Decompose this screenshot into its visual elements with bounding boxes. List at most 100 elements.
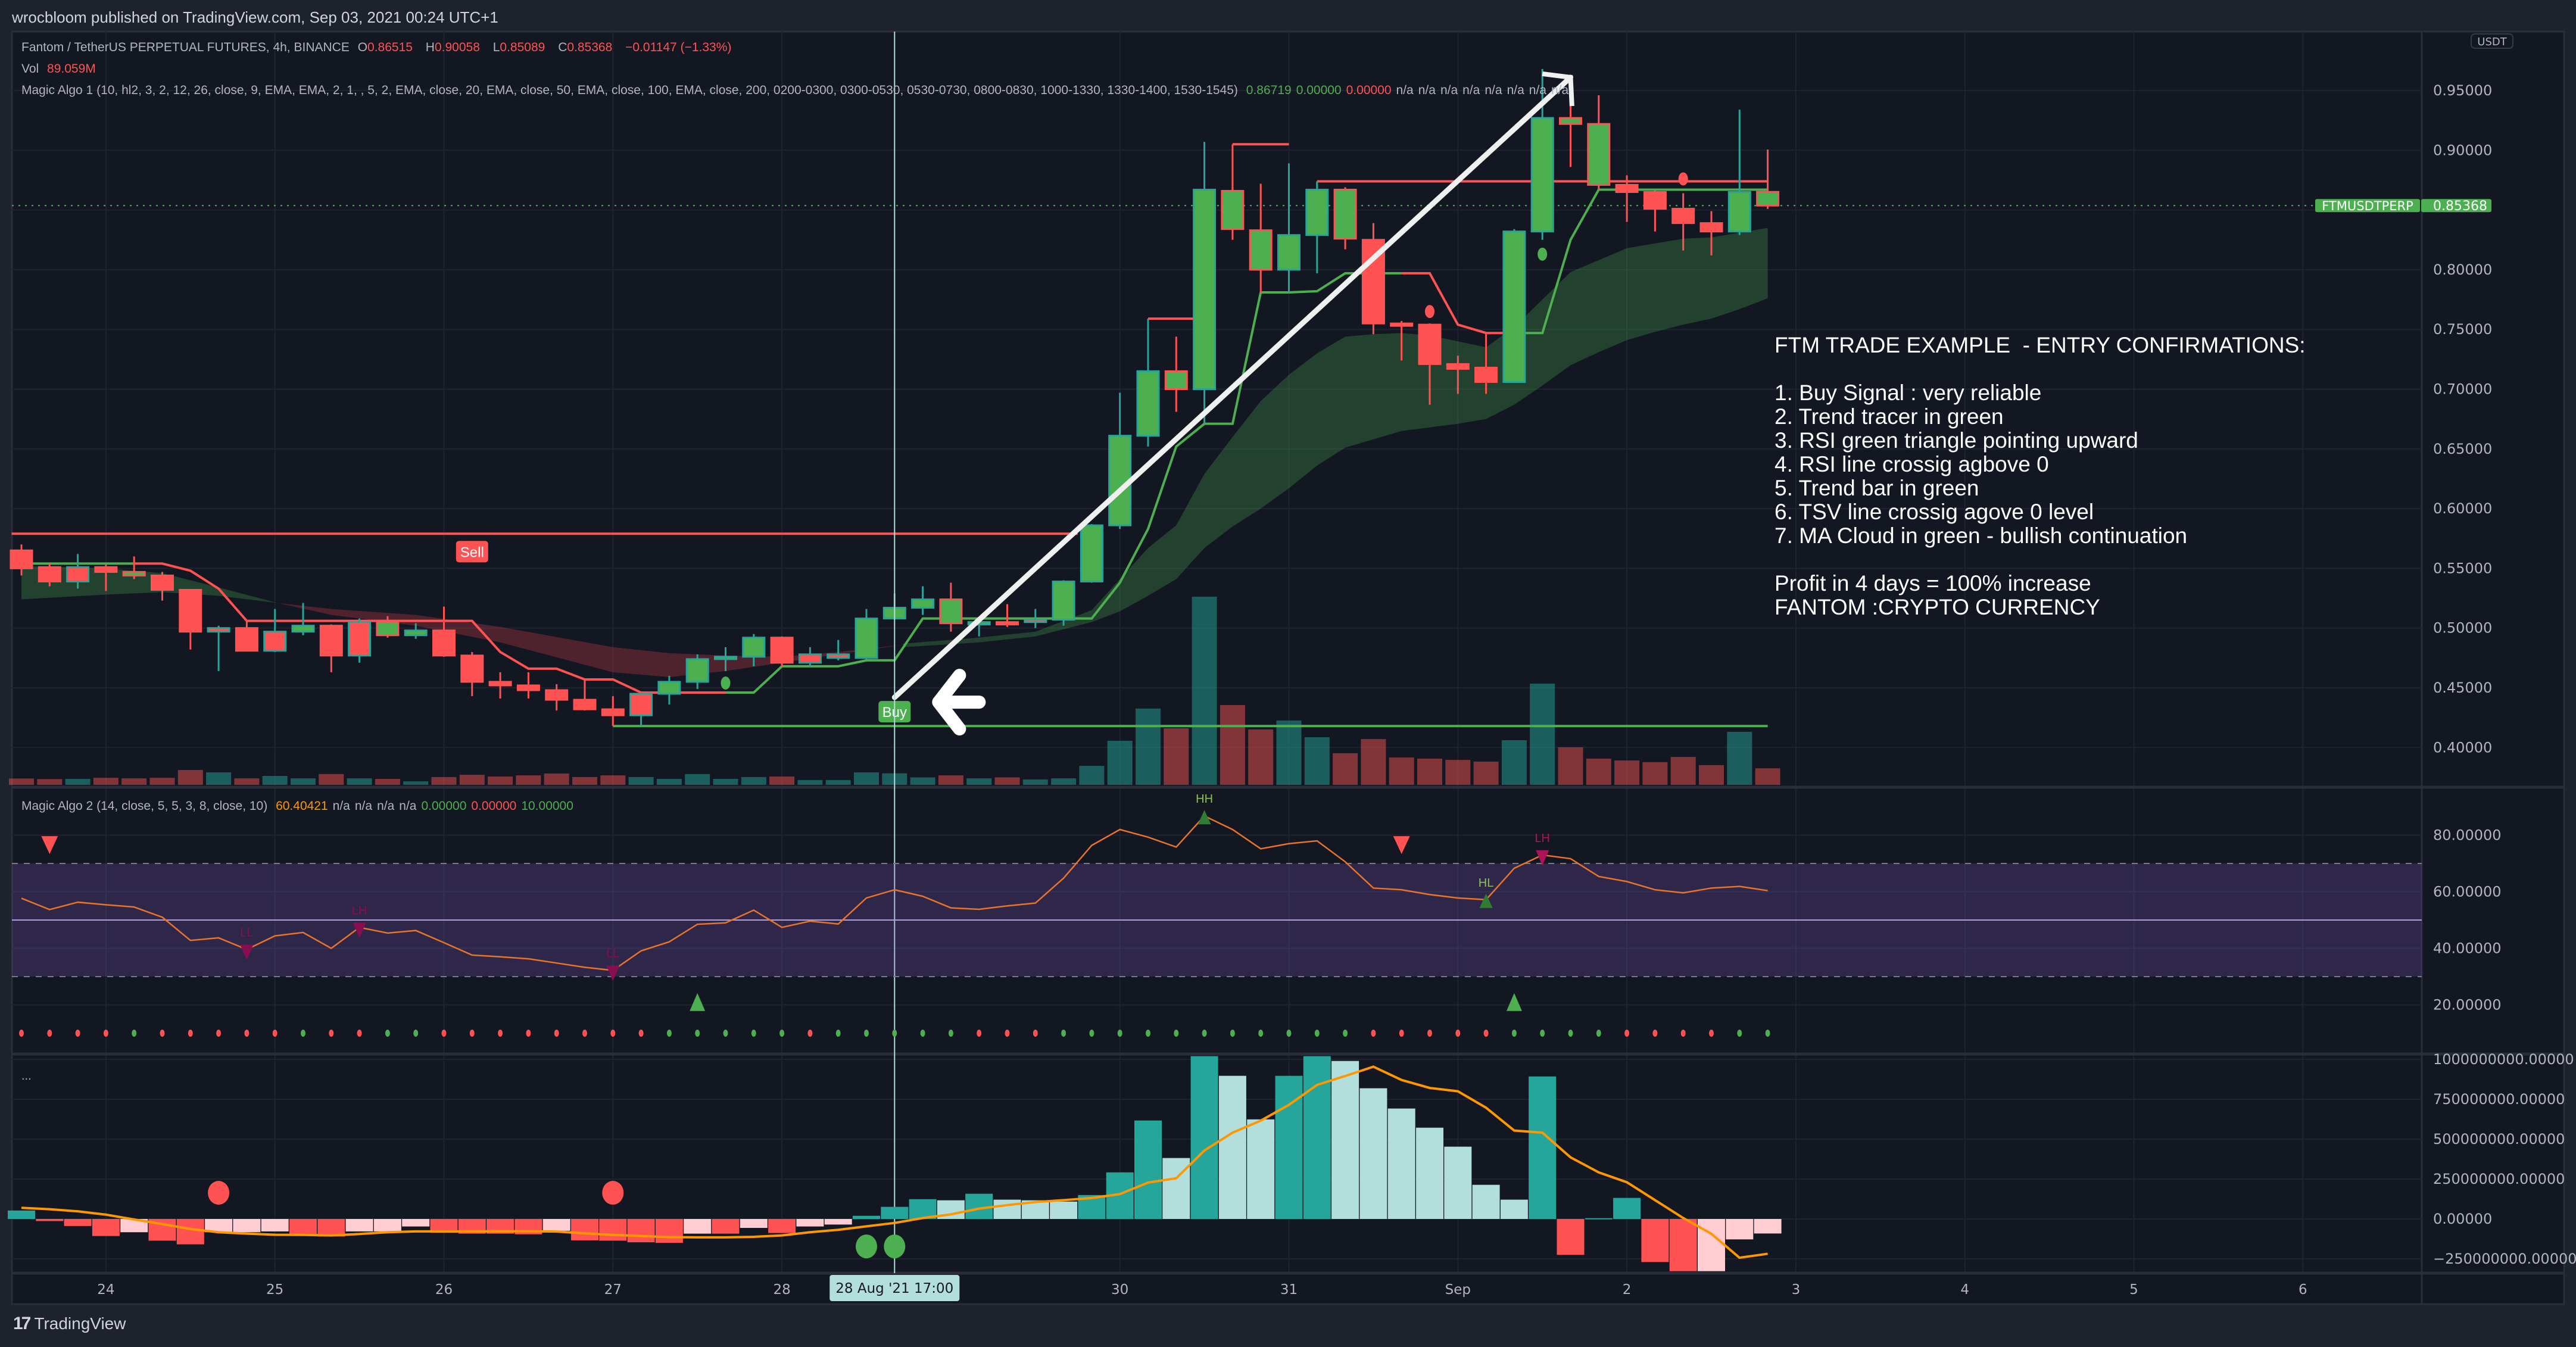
candle[interactable] <box>460 651 484 697</box>
candle[interactable] <box>94 565 118 591</box>
rsi-pane: LL LH LL HH HL LH 80.00000 60.00000 40.00000 20.0… <box>12 793 2502 1037</box>
tsv-bar <box>430 1219 458 1233</box>
candle[interactable] <box>1727 110 1751 235</box>
candle[interactable] <box>151 572 174 601</box>
candle[interactable] <box>939 582 963 632</box>
candle[interactable] <box>827 640 850 660</box>
candle[interactable] <box>1277 163 1301 293</box>
candle[interactable] <box>1502 229 1526 383</box>
tsv-tick-label: 750000000.00000 <box>2433 1091 2565 1108</box>
candle[interactable] <box>207 625 230 671</box>
candle[interactable] <box>179 589 202 650</box>
candle[interactable] <box>1361 223 1385 335</box>
tradingview-logo[interactable]: 17 TradingView <box>13 1314 126 1334</box>
volume-bar <box>1164 728 1189 785</box>
candle[interactable] <box>1108 392 1132 529</box>
indicator-value: n/a <box>1507 83 1524 97</box>
candle[interactable] <box>742 634 766 666</box>
candle[interactable] <box>1671 193 1695 251</box>
candle[interactable] <box>1699 211 1723 255</box>
candle[interactable] <box>657 675 681 705</box>
candle[interactable] <box>1333 187 1357 250</box>
candle[interactable] <box>235 621 258 652</box>
indicator-value: n/a <box>354 799 373 813</box>
indicator-value: n/a <box>1485 83 1502 97</box>
candle[interactable] <box>1024 609 1047 628</box>
candle[interactable] <box>1052 580 1075 626</box>
volume-bar <box>797 779 823 785</box>
candle[interactable] <box>1136 319 1160 447</box>
candle[interactable] <box>1474 333 1498 394</box>
volume-bar <box>1558 747 1583 785</box>
candle[interactable] <box>1559 99 1582 167</box>
time-tick-label: Sep <box>1445 1282 1471 1298</box>
candle[interactable] <box>798 647 822 668</box>
candle[interactable] <box>1193 142 1217 424</box>
trend-dot <box>132 1030 137 1037</box>
volume-bar <box>1107 740 1133 785</box>
tsv-pane: 1000000000.00000 750000000.00000 500000000… <box>8 1051 2576 1271</box>
candle[interactable] <box>573 679 597 711</box>
candle[interactable] <box>404 623 428 639</box>
candle-body <box>629 693 653 716</box>
trend-dot <box>1286 1030 1292 1037</box>
pivot-label: LH <box>1535 832 1550 845</box>
candle[interactable] <box>1587 95 1611 190</box>
candle[interactable] <box>714 647 737 671</box>
candle-body <box>1052 580 1075 621</box>
candle[interactable] <box>1446 356 1470 394</box>
annotation-footer: FANTOM :CRYPTO CURRENCY <box>1774 595 2100 619</box>
trend-dot <box>892 1030 897 1037</box>
indicator-menu-button[interactable]: ... <box>21 1070 32 1083</box>
tsv-bar <box>684 1219 712 1234</box>
candle[interactable] <box>319 624 343 672</box>
candle-body <box>827 653 850 659</box>
candle[interactable] <box>996 604 1019 627</box>
candle[interactable] <box>488 672 512 699</box>
volume-legend[interactable]: Vol 89.059M <box>21 62 101 76</box>
candle[interactable] <box>376 616 400 638</box>
candle[interactable] <box>1080 524 1103 583</box>
candle[interactable] <box>1305 181 1329 273</box>
candle[interactable] <box>263 609 287 652</box>
candle[interactable] <box>516 672 540 699</box>
candle-body <box>1221 190 1245 230</box>
volume-bar <box>994 777 1020 785</box>
candle[interactable] <box>911 586 935 615</box>
candle[interactable] <box>1221 187 1245 240</box>
candle[interactable] <box>1756 149 1780 209</box>
candle[interactable] <box>1418 323 1442 405</box>
magic-algo-1-legend[interactable]: Magic Algo 1 (10, hl2, 3, 2, 12, 26, clo… <box>21 83 1573 98</box>
candle[interactable] <box>545 684 569 711</box>
candle[interactable] <box>1643 191 1667 232</box>
candle[interactable] <box>770 636 794 666</box>
candle[interactable] <box>1164 336 1188 412</box>
candle[interactable] <box>122 556 146 579</box>
candle[interactable] <box>601 696 625 726</box>
symbol-legend[interactable]: Fantom / TetherUS PERPETUAL FUTURES, 4h,… <box>21 40 736 55</box>
signal-dot <box>721 676 731 690</box>
candle[interactable] <box>432 606 456 657</box>
candle[interactable] <box>1249 183 1273 293</box>
candle[interactable] <box>10 544 33 576</box>
candle[interactable] <box>66 554 90 589</box>
trend-dot <box>779 1030 785 1037</box>
candle[interactable] <box>685 654 709 690</box>
candle[interactable] <box>1615 175 1639 222</box>
candle[interactable] <box>1530 68 1554 240</box>
rsi-line <box>21 815 1768 971</box>
pivot-down-icon <box>353 922 366 938</box>
candle[interactable] <box>629 693 653 726</box>
candle[interactable] <box>291 603 315 635</box>
candle[interactable] <box>348 618 372 663</box>
tsv-bar <box>993 1199 1021 1219</box>
candle[interactable] <box>854 609 878 659</box>
trend-dot <box>638 1030 644 1037</box>
arrow-line[interactable] <box>891 74 1573 700</box>
candle[interactable] <box>38 563 61 587</box>
candle[interactable] <box>1390 321 1414 361</box>
magic-algo-2-legend[interactable]: Magic Algo 2 (14, close, 5, 5, 3, 8, clo… <box>21 799 578 813</box>
price-tick-label: 0.50000 <box>2433 620 2492 637</box>
currency-button[interactable] <box>2471 33 2513 49</box>
